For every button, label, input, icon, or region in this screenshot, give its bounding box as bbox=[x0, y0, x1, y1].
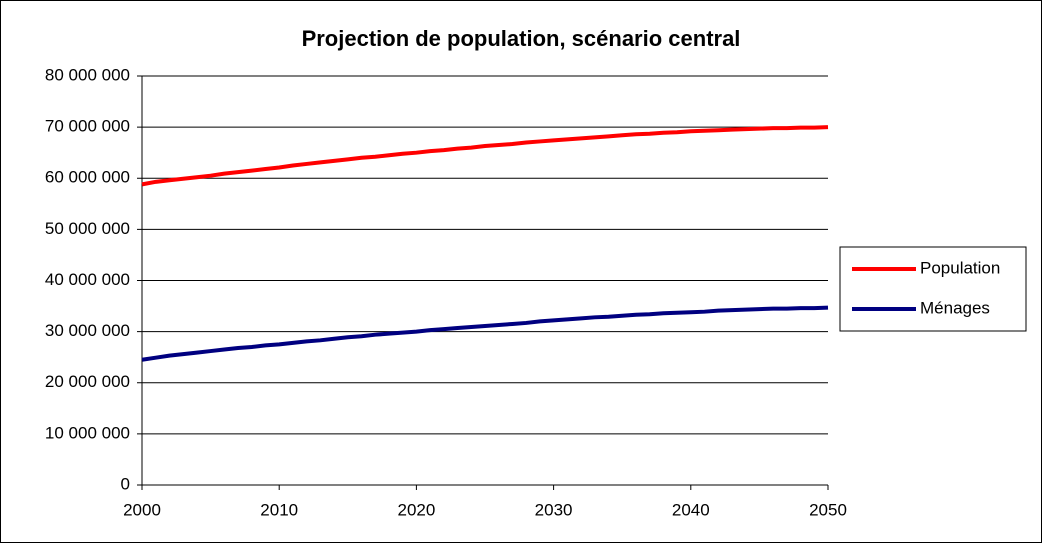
x-tick-label: 2030 bbox=[535, 500, 573, 519]
y-tick-label: 80 000 000 bbox=[45, 65, 130, 84]
y-tick-label: 60 000 000 bbox=[45, 168, 130, 187]
legend-label: Population bbox=[920, 258, 1000, 277]
legend-box bbox=[839, 246, 1027, 332]
y-tick-label: 50 000 000 bbox=[45, 219, 130, 238]
y-tick-label: 70 000 000 bbox=[45, 117, 130, 136]
y-tick-label: 20 000 000 bbox=[45, 372, 130, 391]
series-line bbox=[141, 305, 829, 362]
chart-title: Projection de population, scénario centr… bbox=[302, 26, 741, 51]
y-tick-label: 40 000 000 bbox=[45, 270, 130, 289]
y-tick-label: 30 000 000 bbox=[45, 321, 130, 340]
x-tick-label: 2050 bbox=[809, 500, 847, 519]
x-tick-label: 2020 bbox=[397, 500, 435, 519]
x-tick-label: 2000 bbox=[123, 500, 161, 519]
x-tick-label: 2040 bbox=[672, 500, 710, 519]
y-tick-label: 0 bbox=[121, 474, 130, 493]
y-tick-label: 10 000 000 bbox=[45, 423, 130, 442]
series-line bbox=[141, 125, 829, 187]
x-tick-label: 2010 bbox=[260, 500, 298, 519]
legend-label: Ménages bbox=[920, 298, 990, 317]
